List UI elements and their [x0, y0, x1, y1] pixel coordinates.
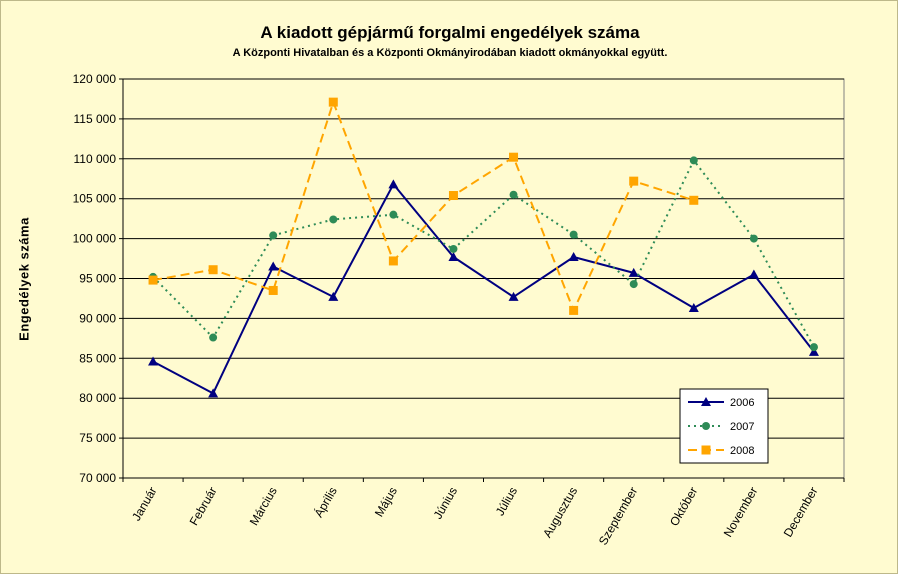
x-tick-label: Január	[129, 485, 159, 524]
x-tick-label: Szeptember	[596, 485, 640, 548]
data-point-2008	[689, 195, 699, 205]
legend-label-2008: 2008	[730, 445, 754, 457]
legend-marker-2006	[701, 397, 711, 406]
data-point-2006	[808, 346, 819, 356]
data-point-2008	[388, 256, 398, 266]
data-point-2007	[449, 244, 458, 253]
x-tick-label: Október	[667, 484, 700, 528]
x-tick-label: Február	[187, 485, 220, 528]
x-tick-label: Június	[431, 485, 460, 522]
data-point-2007	[329, 215, 338, 224]
x-tick-label: Augusztus	[540, 485, 580, 541]
data-point-2008	[208, 265, 218, 275]
data-point-2006	[208, 388, 219, 398]
series-line-2008	[152, 101, 695, 312]
chart-title: A kiadott gépjármű forgalmi engedélyek s…	[260, 23, 640, 42]
data-point-2007	[209, 333, 218, 342]
data-point-2008	[509, 152, 519, 162]
y-tick-label: 100 000	[73, 232, 117, 246]
data-point-2007	[389, 210, 398, 219]
legend-label-2006: 2006	[730, 397, 754, 409]
x-tick-label: Május	[372, 485, 400, 520]
y-tick-label: 120 000	[73, 72, 117, 86]
x-tick-label: Március	[247, 485, 280, 528]
data-point-2007	[809, 343, 818, 352]
y-tick-label: 70 000	[79, 471, 116, 485]
series-line-2007	[152, 159, 815, 348]
data-point-2006	[388, 179, 399, 189]
y-tick-label: 90 000	[79, 311, 116, 325]
data-point-2007	[269, 231, 278, 240]
y-tick-label: 75 000	[79, 431, 116, 445]
chart-subtitle: A Központi Hivatalban és a Központi Okmá…	[232, 47, 668, 59]
data-point-2006	[148, 356, 159, 366]
data-point-2006	[328, 291, 339, 301]
legend-label-2007: 2007	[730, 421, 754, 433]
x-tick-label: November	[721, 485, 761, 540]
data-point-2008	[148, 275, 158, 285]
x-tick-label: December	[781, 485, 821, 540]
data-point-2006	[628, 267, 639, 277]
data-point-2006	[568, 251, 579, 261]
data-point-2006	[268, 261, 279, 271]
data-point-2007	[749, 234, 758, 243]
x-tick-label: Július	[493, 485, 520, 519]
y-tick-label: 85 000	[79, 351, 116, 365]
y-tick-label: 95 000	[79, 272, 116, 286]
data-point-2008	[629, 176, 639, 186]
x-tick-label: Április	[311, 484, 340, 520]
data-point-2007	[689, 156, 698, 165]
data-point-2006	[688, 303, 699, 313]
data-point-2008	[268, 285, 278, 295]
y-tick-label: 80 000	[79, 391, 116, 405]
y-tick-label: 115 000	[74, 112, 117, 126]
data-point-2006	[448, 251, 459, 261]
data-point-2007	[509, 190, 518, 199]
data-point-2006	[748, 269, 759, 279]
data-point-2008	[328, 97, 338, 107]
y-tick-label: 105 000	[73, 192, 117, 206]
data-point-2006	[508, 291, 519, 301]
data-point-2007	[569, 230, 578, 239]
legend-marker-2007	[702, 422, 710, 430]
data-point-2007	[629, 280, 638, 289]
data-point-2008	[569, 305, 579, 315]
legend-marker-2008	[701, 445, 711, 455]
data-point-2008	[448, 191, 458, 201]
y-tick-label: 110 000	[74, 152, 117, 166]
